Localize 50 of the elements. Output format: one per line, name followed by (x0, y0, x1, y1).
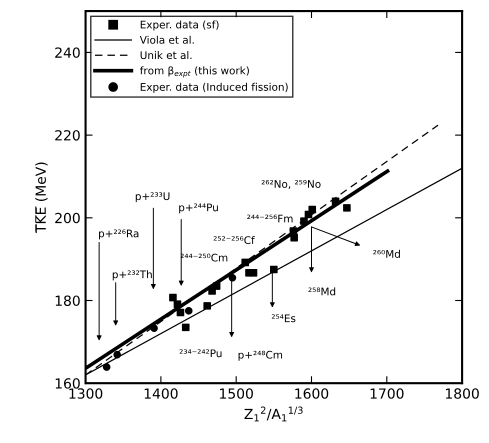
x-tick-label: 1600 (295, 388, 328, 399)
point (308, 206, 316, 214)
y-tick-label: 180 (56, 295, 80, 306)
annotation: ²³⁴⁻²⁴²Pu (180, 349, 222, 358)
y-axis-title: T̅K̅E̅ (MeV) (35, 162, 48, 233)
y-tick-label: 220 (55, 130, 80, 141)
point (203, 302, 211, 310)
point (290, 234, 298, 242)
x-tick-label: 1500 (220, 388, 253, 399)
point (169, 294, 177, 302)
annotation: ²⁴⁴⁻²⁵⁶Fm (247, 214, 293, 222)
y-tick-label: 200 (55, 212, 80, 224)
x-tick-label: 1400 (144, 388, 178, 399)
point (182, 324, 190, 332)
x-tick-label: 1300 (69, 388, 102, 399)
x-tick-label: 1700 (370, 388, 404, 399)
point (102, 363, 110, 371)
annotation: ²⁵⁸Md (308, 287, 336, 296)
legend-label: Exper. data (Induced fission) (140, 82, 288, 93)
point (343, 204, 351, 212)
legend-label: Exper. data (sf) (140, 20, 219, 31)
point (176, 308, 184, 316)
point (270, 266, 278, 274)
y-tick-label: 240 (55, 47, 80, 58)
annotation: ²⁵²⁻²⁵⁶Cf (214, 236, 255, 244)
point (241, 258, 250, 266)
legend-label: Unik et al. (140, 51, 192, 60)
point (250, 269, 258, 277)
annotation: p+²³³U (136, 192, 170, 202)
legend-label: from β$_{expt}$ (this work) (140, 66, 249, 78)
x-tick-label: 1800 (446, 388, 479, 399)
legend-label: Viola et al. (140, 36, 194, 44)
point (332, 197, 340, 206)
point (228, 274, 236, 282)
point (290, 227, 298, 235)
annotation: ²⁶⁰Md (373, 250, 400, 258)
annotation: ²⁶²No, ²⁵⁹No (262, 180, 321, 189)
annotation: p+²⁴⁴Pu (179, 203, 218, 214)
point (212, 282, 220, 290)
annotation: ²⁵⁴Es (272, 314, 296, 322)
point (184, 307, 193, 315)
point (174, 300, 182, 308)
annotation: p+²²⁶Ra (99, 229, 138, 240)
annotation: p+²⁴⁸Cm (238, 350, 282, 361)
point (113, 350, 122, 358)
point (300, 217, 308, 225)
point (150, 324, 158, 332)
x-axis-title: Z$_{1}$$^{2}$/A$_{1}$$^{1/3}$ (244, 406, 303, 422)
y-tick-label: 160 (56, 378, 80, 389)
annotation: p+²³²Th (112, 270, 152, 280)
